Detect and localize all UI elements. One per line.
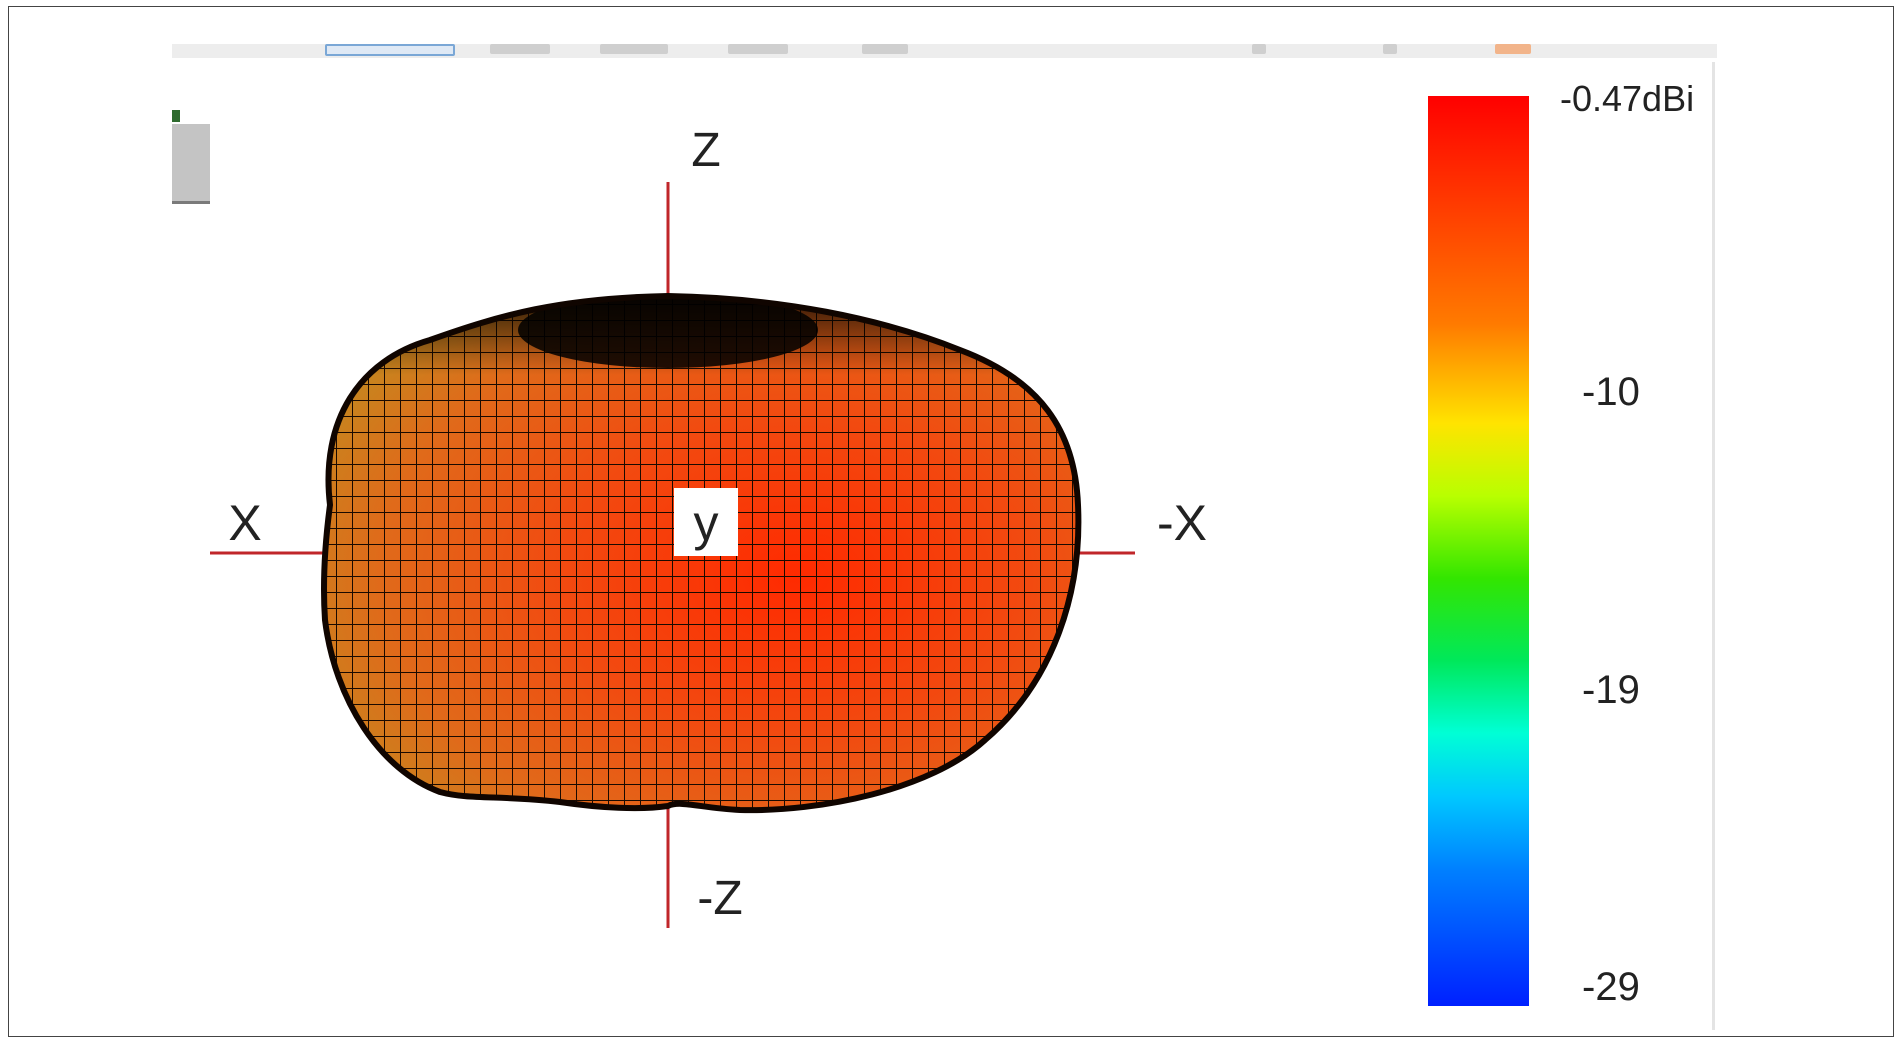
legend-max-label: -0.47dBi: [1560, 78, 1695, 119]
legend-min-label: -29: [1582, 965, 1640, 1009]
neg-x-axis-label: -X: [1157, 495, 1207, 551]
toolbar-pan-button[interactable]: [728, 44, 788, 54]
y-axis-label: y: [694, 495, 719, 551]
pattern-surface: [323, 296, 1079, 811]
side-panel-handle[interactable]: [172, 124, 210, 204]
toolbar-dot-icon[interactable]: [1252, 44, 1266, 54]
toolbar: [172, 44, 1717, 58]
toolbar-fit-button[interactable]: [862, 44, 908, 54]
x-axis-label: X: [228, 495, 261, 551]
legend-tick-label: -19: [1582, 668, 1640, 712]
toolbar-color-button[interactable]: [1495, 44, 1531, 54]
toolbar-view-button[interactable]: [325, 44, 455, 56]
neg-z-axis-label: -Z: [697, 872, 742, 925]
pattern-surface-outline: [320, 292, 1082, 814]
side-panel-indicator: [172, 110, 180, 122]
z-axis-label: Z: [691, 124, 720, 177]
toolbar-dot-icon[interactable]: [1383, 44, 1397, 54]
toolbar-zoom-button[interactable]: [600, 44, 668, 54]
y-label-box: [674, 488, 738, 556]
panel-divider: [1712, 62, 1715, 1030]
gain-color-scale: [1428, 96, 1529, 1006]
toolbar-rotate-button[interactable]: [490, 44, 550, 54]
legend-tick-label: -10: [1582, 370, 1640, 414]
